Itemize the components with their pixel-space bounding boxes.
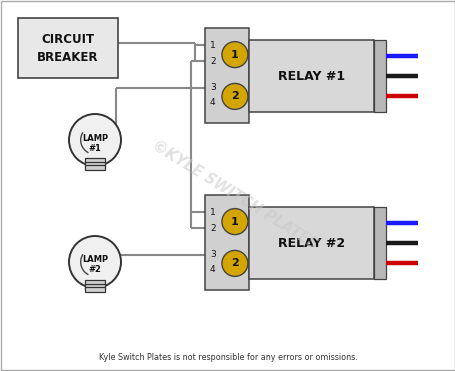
Text: ©KYLE SWITCH PLATES: ©KYLE SWITCH PLATES: [149, 138, 320, 252]
Bar: [85, 165, 105, 170]
Bar: [248, 40, 373, 112]
Text: 3: 3: [210, 83, 215, 92]
Text: 1: 1: [210, 40, 215, 50]
Circle shape: [222, 209, 248, 234]
Bar: [85, 280, 105, 286]
Circle shape: [222, 250, 248, 276]
Text: LAMP: LAMP: [82, 134, 108, 142]
Bar: [85, 162, 105, 167]
Bar: [85, 287, 105, 292]
Text: 1: 1: [231, 217, 238, 227]
Circle shape: [69, 236, 121, 288]
Text: RELAY #1: RELAY #1: [278, 69, 344, 82]
Text: 1: 1: [210, 208, 215, 217]
Text: 2: 2: [210, 57, 215, 66]
Text: 3: 3: [210, 250, 215, 259]
Text: 1: 1: [231, 50, 238, 60]
Bar: [248, 207, 373, 279]
Circle shape: [69, 114, 121, 166]
Text: #1: #1: [88, 144, 101, 152]
Text: 2: 2: [231, 258, 238, 268]
Bar: [85, 284, 105, 289]
Bar: [373, 40, 385, 112]
Bar: [85, 158, 105, 164]
Circle shape: [222, 42, 248, 68]
Bar: [205, 28, 248, 123]
Text: 4: 4: [210, 98, 215, 106]
Text: RELAY #2: RELAY #2: [278, 236, 344, 250]
Text: Kyle Switch Plates is not responsible for any errors or omissions.: Kyle Switch Plates is not responsible fo…: [98, 354, 357, 362]
Text: 4: 4: [210, 265, 215, 273]
Text: CIRCUIT: CIRCUIT: [41, 33, 94, 46]
Text: 2: 2: [231, 91, 238, 101]
Text: 2: 2: [210, 224, 215, 233]
Circle shape: [222, 83, 248, 109]
Text: #2: #2: [88, 266, 101, 275]
Text: LAMP: LAMP: [82, 256, 108, 265]
Bar: [373, 207, 385, 279]
Text: BREAKER: BREAKER: [37, 50, 99, 63]
Bar: [205, 195, 248, 290]
Bar: [18, 18, 118, 78]
